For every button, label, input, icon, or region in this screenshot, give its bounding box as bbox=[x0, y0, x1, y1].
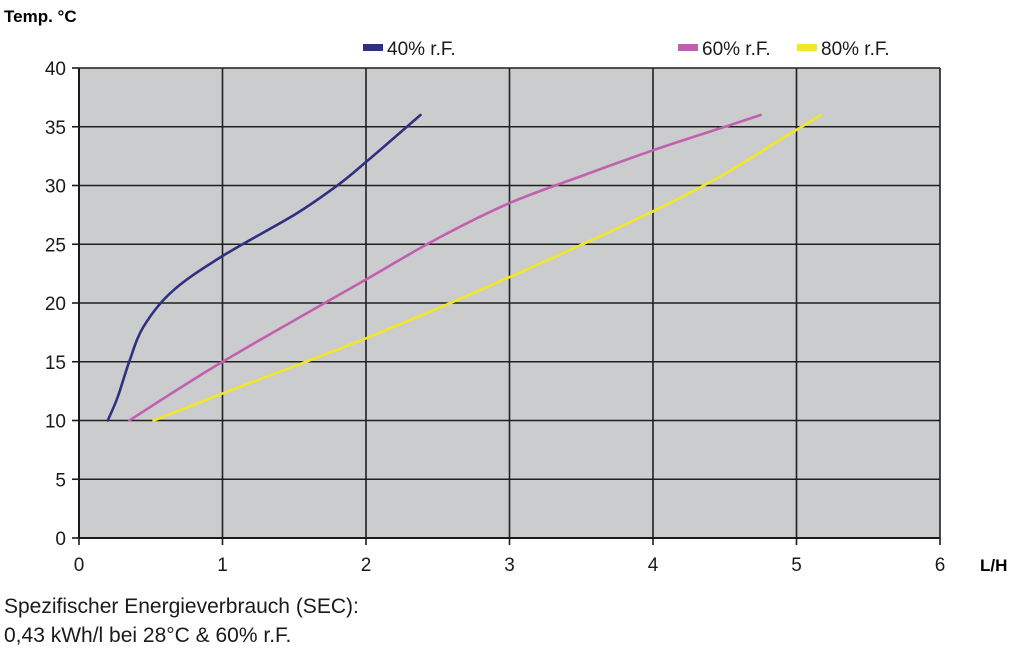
y-tick-label: 30 bbox=[45, 177, 66, 198]
x-tick-label: 6 bbox=[935, 555, 946, 576]
y-tick-labels: 0 5 10 15 20 25 30 35 40 bbox=[45, 59, 66, 550]
y-axis-label: Temp. °C bbox=[4, 7, 77, 26]
x-tick-label: 3 bbox=[504, 555, 515, 576]
y-tick-label: 35 bbox=[45, 118, 66, 139]
legend-label-1: 40% r.F. bbox=[387, 39, 456, 60]
series-line-3 bbox=[152, 113, 823, 422]
legend-label-2: 60% r.F. bbox=[702, 39, 771, 60]
footer-line-2: 0,43 kWh/l bei 28°C & 60% r.F. bbox=[4, 624, 292, 647]
legend-label-3: 80% r.F. bbox=[821, 39, 890, 60]
y-tick-label: 0 bbox=[55, 529, 66, 550]
legend-swatch-2 bbox=[678, 44, 698, 51]
x-tick-label: 1 bbox=[217, 555, 228, 576]
legend: 40% r.F. 60% r.F. 80% r.F. bbox=[363, 39, 890, 60]
x-tick-label: 0 bbox=[74, 555, 85, 576]
x-tick-label: 5 bbox=[791, 555, 802, 576]
footer-line-1: Spezifischer Energieverbrauch (SEC): bbox=[4, 595, 359, 618]
x-tick-label: 2 bbox=[361, 555, 372, 576]
legend-swatch-1 bbox=[363, 44, 383, 51]
y-tick-label: 15 bbox=[45, 353, 66, 374]
series-line-2 bbox=[127, 113, 762, 422]
y-tick-label: 10 bbox=[45, 412, 66, 433]
series-line-1 bbox=[106, 113, 422, 422]
y-tick-label: 40 bbox=[45, 59, 66, 80]
x-axis-label: L/H bbox=[980, 556, 1007, 575]
y-tick-label: 25 bbox=[45, 235, 66, 256]
y-tick-label: 20 bbox=[45, 294, 66, 315]
footer-note: Spezifischer Energieverbrauch (SEC): 0,4… bbox=[4, 592, 359, 650]
legend-swatch-3 bbox=[797, 44, 817, 51]
x-tick-label: 4 bbox=[648, 555, 659, 576]
y-tick-label: 5 bbox=[55, 470, 66, 491]
x-tick-labels: 0 1 2 3 4 5 6 bbox=[74, 555, 946, 576]
series-lines bbox=[106, 113, 823, 422]
axes bbox=[72, 67, 941, 545]
